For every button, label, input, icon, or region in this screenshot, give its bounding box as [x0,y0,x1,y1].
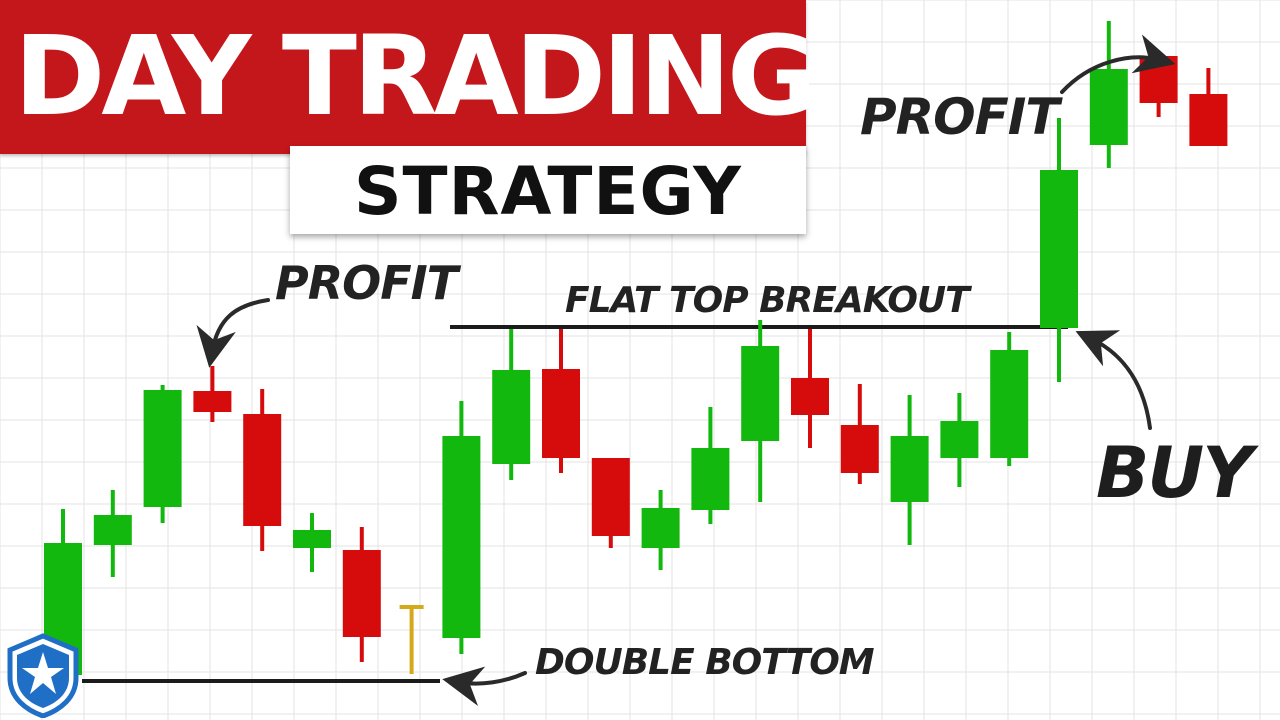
candle-body [492,370,531,464]
annotation-arrows [196,34,1176,706]
buy-arrow [1075,330,1152,430]
candle-body [791,378,829,415]
flat-top-breakout-label: FLAT TOP BREAKOUT [565,280,970,321]
candle-body [93,515,132,545]
double-bottom-label: DOUBLE BOTTOM [535,642,875,683]
candle-body [293,530,331,548]
candle-body [990,350,1029,458]
candle-body [840,425,879,473]
candle-body [1139,56,1178,103]
candle-body [1189,94,1228,146]
candle-body [243,414,282,526]
candle-body [1089,69,1128,145]
candle-body [691,448,730,510]
warrior-trading-shield-icon [7,633,79,718]
candle-body [542,369,580,458]
candle-body [591,458,630,536]
profit-right-arrow [1060,34,1176,94]
profit-left-arrow [196,298,270,368]
candle-body [1040,170,1078,328]
candle-body [342,550,381,637]
buy-label: BUY [1096,432,1253,514]
profit-label-right: PROFIT [860,88,1060,146]
candle-body [193,391,232,412]
profit-label-left: PROFIT [275,256,458,310]
candle-body [442,436,481,638]
candle-body [940,421,979,458]
candle-body [741,346,780,441]
page-title: DAY TRADING [14,12,817,140]
double-bottom-arrow [442,666,527,706]
candle-body [143,390,182,507]
candle-body [890,436,929,502]
subtitle-banner: STRATEGY [290,146,806,234]
page-subtitle: STRATEGY [354,153,742,230]
candles-group [44,21,1228,675]
title-banner: DAY TRADING [0,0,817,154]
candle-body [641,508,680,548]
